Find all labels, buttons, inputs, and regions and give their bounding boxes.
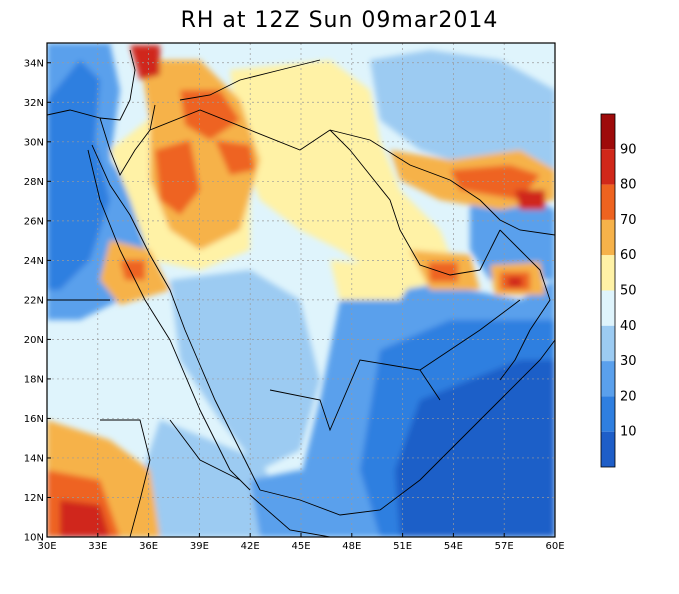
colorbar-segment [601, 290, 615, 326]
x-tick-label: 48E [342, 541, 361, 552]
colorbar-segment [601, 325, 615, 362]
x-tick-label: 54E [444, 541, 463, 552]
persian-gulf-east [329, 129, 555, 236]
x-tick-label: 51E [393, 541, 412, 552]
border-4 [419, 299, 521, 371]
colorbar-segment [601, 184, 615, 220]
y-tick-label: 26N [24, 216, 44, 227]
field-blue-south-deep [250, 470, 340, 537]
border-7 [100, 419, 151, 537]
colorbar-segment [601, 114, 615, 150]
x-tick-label: 42E [241, 541, 260, 552]
colorbar: 10 20 30 40 50 60 70 80 90 [600, 113, 637, 468]
x-tick-label: 30E [37, 541, 56, 552]
colorbar-segment [601, 255, 615, 291]
colorbar-label: 90 [620, 142, 637, 157]
field-darkred-iran [515, 190, 545, 210]
field-red-uae [428, 262, 458, 282]
border-2 [179, 59, 321, 101]
colorbar-label: 50 [620, 284, 637, 299]
colorbar-label: 80 [620, 178, 637, 193]
sinai [99, 104, 156, 177]
gulf-aden-north [259, 339, 555, 516]
x-tick-label: 45E [291, 541, 310, 552]
colorbar-segment [601, 431, 615, 467]
field-red-levant [155, 140, 200, 215]
colorbar-segment [601, 219, 615, 256]
colorbar-label: 30 [620, 354, 637, 369]
field-blue-east-darkest [395, 360, 555, 537]
colorbar-label: 60 [620, 248, 637, 263]
field-darkred-oman [508, 277, 522, 287]
field-blue-west-deep [47, 60, 110, 290]
y-tick-label: 12N [24, 493, 44, 504]
y-tick-label: 16N [24, 414, 44, 425]
humidity-field [47, 43, 555, 537]
y-tick-label: 10N [24, 533, 44, 544]
lon-tick-labels: 30E 33E 36E 39E 42E 45E 48E 51E 54E 57E 60E [37, 533, 565, 552]
map-title: RH at 12Z Sun 09mar2014 [180, 8, 499, 33]
border-3 [269, 359, 441, 432]
y-tick-label: 30N [24, 137, 44, 148]
y-tick-label: 34N [24, 58, 44, 69]
gulf-aden-south [249, 494, 331, 537]
y-tick-label: 24N [24, 256, 44, 267]
mediterranean-coast [47, 49, 136, 121]
colorbar-segment [601, 396, 615, 432]
lat-tick-labels: 10N 12N 14N 16N 18N 20N 22N 24N 26N 28N 30N 32N 34N [24, 58, 51, 544]
colorbar-label: 20 [620, 389, 637, 404]
red-sea-east-coast [91, 144, 261, 491]
field-yellow-north [230, 60, 460, 290]
persian-gulf-west [329, 129, 481, 276]
y-tick-label: 14N [24, 453, 44, 464]
field-blue-north [370, 50, 555, 170]
field-red-west [120, 260, 145, 280]
colorbar-segment [601, 149, 615, 185]
field-yellow-east [330, 260, 420, 300]
x-tick-label: 60E [545, 541, 564, 552]
colorbar-label: 70 [620, 213, 637, 228]
oman-coast [499, 229, 551, 381]
red-sea-west-coast [87, 149, 251, 491]
field-blue-gulf [470, 190, 555, 280]
colorbar-label: 40 [620, 319, 637, 334]
field-blue-central [170, 270, 320, 470]
y-tick-label: 32N [24, 98, 44, 109]
colorbar-frame [600, 113, 616, 468]
lat-lon-grid [47, 43, 555, 537]
border-1 [149, 109, 331, 151]
gulf-of-oman-coast [479, 229, 501, 271]
x-tick-label: 57E [495, 541, 514, 552]
x-tick-label: 36E [139, 541, 158, 552]
y-tick-label: 18N [24, 374, 44, 385]
colorbar-segment [601, 361, 615, 397]
x-tick-label: 33E [88, 541, 107, 552]
y-tick-label: 20N [24, 335, 44, 346]
field-red-north [180, 90, 240, 140]
field-red-corner [130, 45, 160, 80]
field-red-north2 [215, 140, 255, 175]
colorbar-label: 10 [620, 425, 637, 440]
x-tick-label: 39E [190, 541, 209, 552]
coastlines [47, 49, 555, 537]
y-tick-label: 28N [24, 177, 44, 188]
y-tick-label: 22N [24, 295, 44, 306]
border-6 [169, 419, 241, 481]
